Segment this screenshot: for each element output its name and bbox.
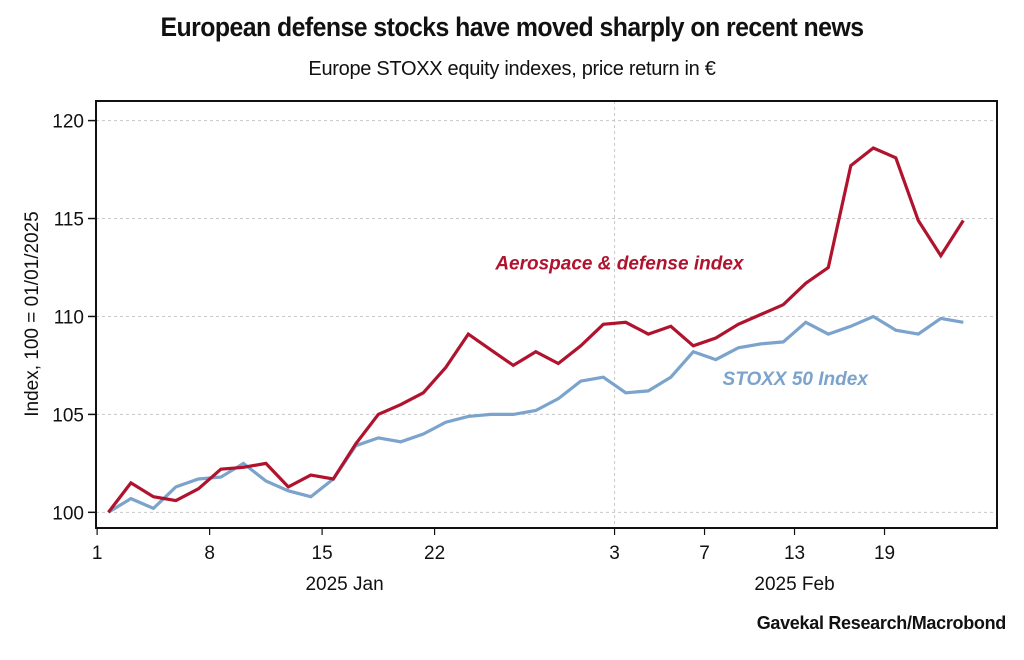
y-tick-label: 105 [52,405,84,426]
x-tick-label: 1 [92,543,103,564]
y-tick-label: 120 [52,112,84,133]
plot-frame [95,100,998,529]
series-label-stoxx50: STOXX 50 Index [723,369,870,390]
x-month-label: 2025 Jan [305,574,383,595]
x-tick-label: 7 [699,543,710,564]
x-tick-label: 13 [784,543,805,564]
x-tick-label: 19 [874,543,895,564]
label-layer: STOXX 50 Index Aerospace & defense index [494,253,869,390]
y-axis-label: Index, 100 = 01/01/2025 [22,211,43,416]
axis-layer: 100 105 110 115 120 1 8 15 22 3 7 13 19 2025 Jan 2025 … [52,100,998,595]
x-tick-label: 15 [312,543,333,564]
chart-subtitle: Europe STOXX equity indexes, price retur… [308,58,716,80]
y-tick-label: 100 [52,503,84,524]
series-line-aerospace-defense [107,146,965,514]
x-tick-label: 8 [204,543,215,564]
series-layer [107,146,965,514]
source-credit: Gavekal Research/Macrobond [756,613,1007,633]
x-tick-label: 22 [424,543,445,564]
grid-layer [96,101,997,528]
y-tick-label: 110 [54,307,84,328]
x-tick-label: 3 [609,543,620,564]
series-label-aerospace-defense: Aerospace & defense index [494,253,745,274]
y-tick-label: 115 [54,210,84,231]
chart-title: European defense stocks have moved sharp… [160,12,865,42]
series-line-stoxx50 [107,314,964,514]
x-month-label: 2025 Feb [754,574,834,595]
